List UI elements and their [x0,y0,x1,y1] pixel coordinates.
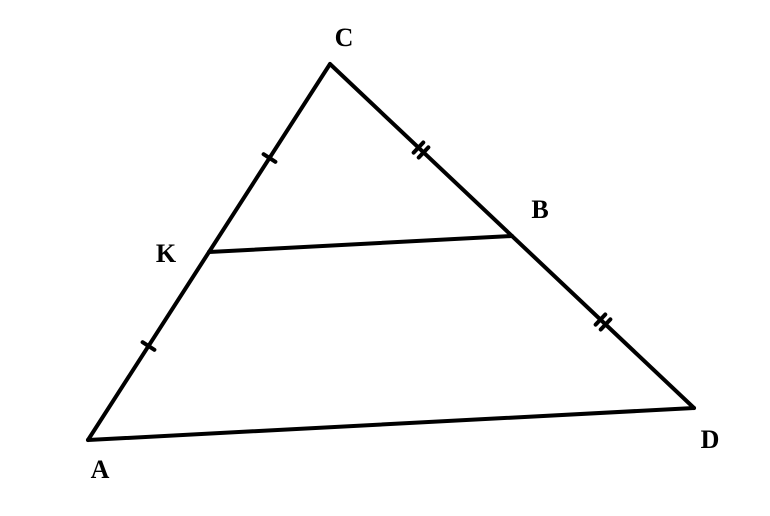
label-A: A [91,455,110,484]
edge-KB [209,236,512,252]
labels-group: A C D K B [91,23,720,484]
geometry-diagram: A C D K B [0,0,770,516]
label-C: C [335,23,354,52]
label-D: D [701,425,720,454]
edge-AD [88,408,694,440]
label-B: B [531,195,548,224]
edges-group [88,64,694,440]
label-K: K [156,239,177,268]
